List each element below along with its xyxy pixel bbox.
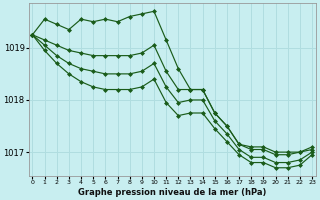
X-axis label: Graphe pression niveau de la mer (hPa): Graphe pression niveau de la mer (hPa) (78, 188, 267, 197)
